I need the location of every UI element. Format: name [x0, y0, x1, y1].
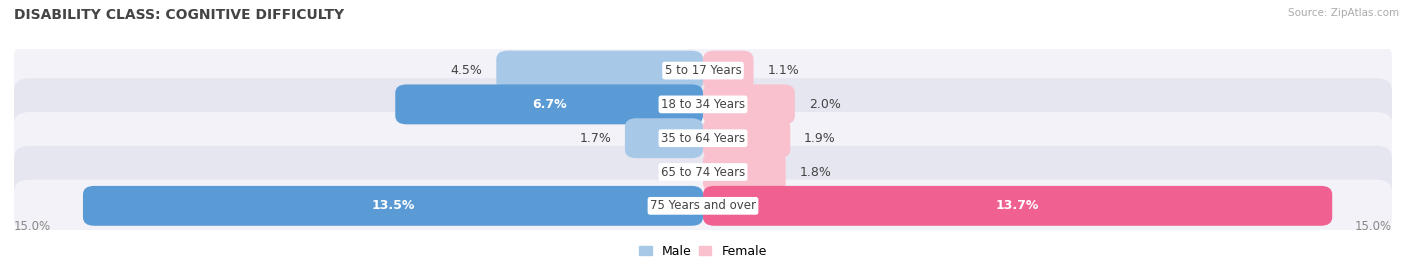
Text: 65 to 74 Years: 65 to 74 Years [661, 166, 745, 178]
Text: 6.7%: 6.7% [531, 98, 567, 111]
Text: 0.0%: 0.0% [657, 166, 689, 178]
Text: 35 to 64 Years: 35 to 64 Years [661, 132, 745, 145]
Text: 1.7%: 1.7% [579, 132, 612, 145]
Text: DISABILITY CLASS: COGNITIVE DIFFICULTY: DISABILITY CLASS: COGNITIVE DIFFICULTY [14, 8, 344, 22]
Text: 13.5%: 13.5% [371, 199, 415, 212]
FancyBboxPatch shape [703, 152, 786, 192]
Text: 1.8%: 1.8% [800, 166, 831, 178]
Text: 15.0%: 15.0% [14, 220, 51, 233]
FancyBboxPatch shape [624, 118, 703, 158]
FancyBboxPatch shape [14, 180, 1392, 232]
FancyBboxPatch shape [14, 112, 1392, 164]
Text: 15.0%: 15.0% [1355, 220, 1392, 233]
Text: 75 Years and over: 75 Years and over [650, 199, 756, 212]
Text: 5 to 17 Years: 5 to 17 Years [665, 64, 741, 77]
Text: Source: ZipAtlas.com: Source: ZipAtlas.com [1288, 8, 1399, 18]
FancyBboxPatch shape [14, 146, 1392, 198]
FancyBboxPatch shape [703, 118, 790, 158]
FancyBboxPatch shape [703, 85, 794, 124]
Text: 13.7%: 13.7% [995, 199, 1039, 212]
FancyBboxPatch shape [395, 85, 703, 124]
Text: 1.1%: 1.1% [768, 64, 799, 77]
FancyBboxPatch shape [14, 44, 1392, 97]
FancyBboxPatch shape [496, 51, 703, 90]
Text: 4.5%: 4.5% [451, 64, 482, 77]
Text: 18 to 34 Years: 18 to 34 Years [661, 98, 745, 111]
FancyBboxPatch shape [703, 186, 1333, 226]
Legend: Male, Female: Male, Female [634, 240, 772, 263]
Text: 1.9%: 1.9% [804, 132, 835, 145]
Text: 2.0%: 2.0% [808, 98, 841, 111]
FancyBboxPatch shape [703, 51, 754, 90]
FancyBboxPatch shape [14, 78, 1392, 131]
FancyBboxPatch shape [83, 186, 703, 226]
